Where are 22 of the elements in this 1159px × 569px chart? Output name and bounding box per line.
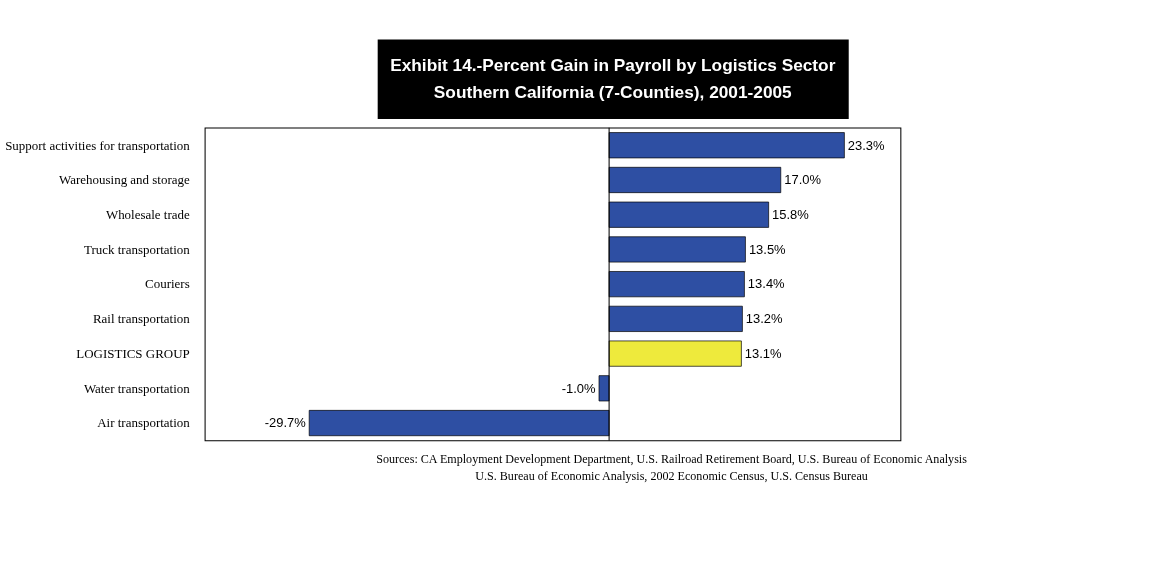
chart-title: Exhibit 14.-Percent Gain in Payroll by Logistics Sector — [390, 54, 836, 75]
data-label: 15.8% — [772, 207, 810, 223]
y-tick-label: Rail transportation — [92, 311, 191, 327]
y-tick-label: Couriers — [145, 276, 190, 292]
data-label: 17.0% — [784, 172, 822, 188]
y-tick-label: Wholesale trade — [105, 207, 190, 223]
y-tick-label: LOGISTICS GROUP — [76, 345, 190, 361]
y-tick-label: Air transportation — [97, 415, 191, 431]
data-label: 23.3% — [847, 137, 886, 153]
data-label: -29.7% — [264, 415, 307, 431]
y-tick-label: Truck transportation — [84, 241, 191, 257]
data-label: -1.0% — [561, 380, 597, 396]
text: U.S. Bureau of Economic Analysis, 2002 Economic Census, U.S. Census Bureau — [475, 469, 868, 484]
data-label: 13.1% — [744, 345, 783, 361]
data-label: 13.2% — [745, 311, 784, 327]
data-label: 13.5% — [748, 241, 787, 257]
y-tick-label: Water transportation — [83, 380, 191, 396]
chart-subtitle: Southern California (7-Counties), 2001-2005 — [433, 82, 793, 103]
y-tick-label: Warehousing and storage — [59, 172, 190, 188]
data-label: 13.4% — [747, 276, 786, 292]
source-note: Sources: CA Employment Development Department, U.S. Railroad Retirement Board, U.S. Bureau of Economic Analysis — [376, 452, 968, 467]
y-tick-label: Support activities for transportation — [5, 137, 191, 153]
